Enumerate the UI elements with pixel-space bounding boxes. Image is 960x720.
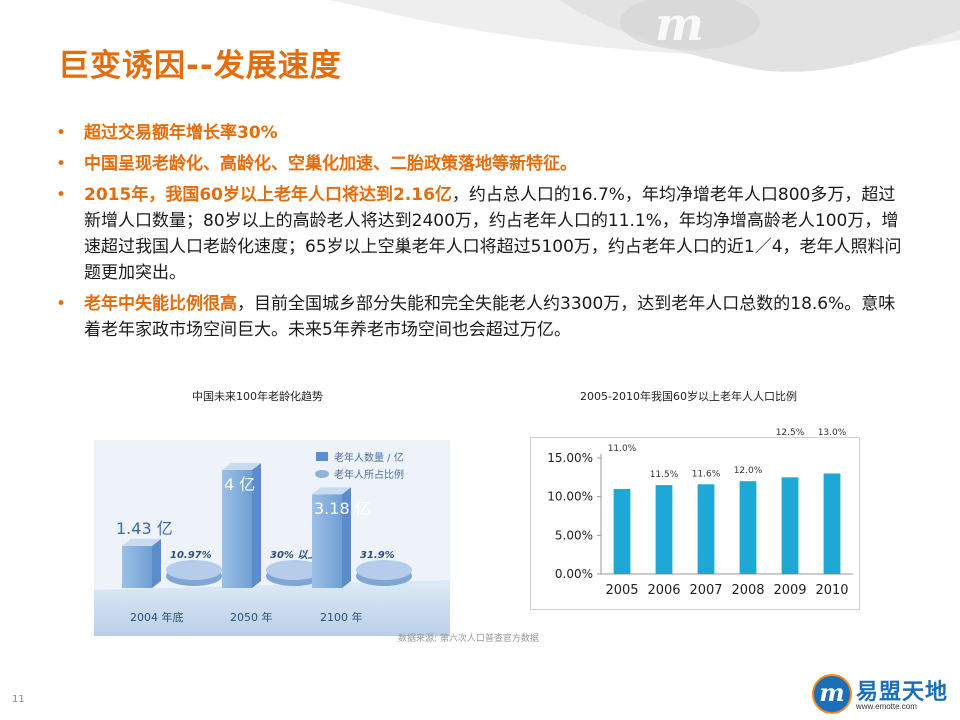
x-tick-label: 2007 bbox=[689, 583, 722, 598]
right-chart-caption: 2005-2010年我国60岁以上老年人人口比例 bbox=[580, 390, 797, 403]
year-label: 2004 年底 bbox=[130, 610, 184, 624]
ratio-disk bbox=[356, 560, 412, 580]
data-bar bbox=[655, 485, 673, 574]
count-label: 3.18 亿 bbox=[314, 499, 371, 518]
bullet-list: • 超过交易额年增长率30% • 中国呈现老龄化、高龄化、空巢化加速、二胎政策落… bbox=[54, 120, 904, 348]
source-note: 数据来源: 第六次人口普查官方数据 bbox=[398, 634, 539, 644]
logo-url: www.emotte.com bbox=[856, 702, 917, 711]
count-label: 1.43 亿 bbox=[116, 519, 173, 538]
page-title: 巨变诱因--发展速度 bbox=[58, 48, 342, 84]
bullet-text: ，目前全国城乡部分失能和完全失能老人约3300万，达到老年人口总数的18.6%。… bbox=[84, 294, 896, 340]
year-label: 2050 年 bbox=[230, 610, 273, 624]
ratio-label: 31.9% bbox=[360, 550, 395, 561]
bullet-highlight: 中国呈现老龄化、高龄化、空巢化加速、二胎政策落地等新特征。 bbox=[84, 154, 577, 174]
count-bar-side bbox=[252, 463, 261, 588]
logo-name: 易盟天地 bbox=[856, 680, 949, 705]
y-tick-label: 15.00% bbox=[547, 451, 593, 465]
data-bar bbox=[739, 481, 757, 574]
count-bar-top bbox=[222, 463, 261, 470]
y-tick-label: 0.00% bbox=[555, 567, 593, 581]
x-tick-label: 2006 bbox=[647, 583, 680, 598]
x-tick-label: 2008 bbox=[731, 583, 764, 598]
infographic-floor bbox=[94, 580, 450, 636]
elderly-ratio-bar-chart: 0.00% 5.00% 10.00% 15.00% 2005 11.0% 2006 11.5%… bbox=[547, 428, 853, 598]
bullet-item: • 中国呈现老龄化、高龄化、空巢化加速、二胎政策落地等新特征。 bbox=[54, 151, 904, 177]
count-bar-side bbox=[152, 538, 161, 588]
bullet-highlight: 超过交易额年增长率30% bbox=[84, 123, 278, 143]
y-tick-label: 5.00% bbox=[555, 528, 593, 542]
left-chart-caption: 中国未来100年老龄化趋势 bbox=[192, 390, 323, 403]
count-bar bbox=[312, 494, 342, 588]
ratio-label: 10.97% bbox=[170, 550, 212, 561]
bullet-dot-icon: • bbox=[56, 123, 67, 143]
bullet-highlight: 老年中失能比例很高 bbox=[84, 294, 237, 314]
bullet-item: • 超过交易额年增长率30% bbox=[54, 120, 904, 146]
data-bar bbox=[823, 473, 841, 574]
data-label: 11.0% bbox=[608, 444, 637, 454]
data-bar bbox=[697, 484, 715, 574]
legend-swatch-ratio bbox=[315, 470, 329, 478]
count-label: 4 亿 bbox=[224, 475, 255, 494]
elderly-ratio-chart-frame: 0.00% 5.00% 10.00% 15.00% 2005 11.0% 2006 11.5%… bbox=[530, 428, 860, 610]
bullet-dot-icon: • bbox=[56, 185, 67, 205]
x-tick-label: 2010 bbox=[815, 583, 848, 598]
bullet-text: ，约占总人口的16.7%，年均净增老年人口800多万，超过新增人口数量；80岁以… bbox=[84, 185, 902, 283]
legend-swatch-count bbox=[316, 452, 328, 461]
logo-mark: m bbox=[812, 674, 852, 714]
company-logo: m 易盟天地 www.emotte.com bbox=[808, 672, 956, 716]
count-bar-top bbox=[312, 487, 351, 495]
data-label: 11.6% bbox=[692, 469, 721, 479]
legend-label-count: 老年人数量 / 亿 bbox=[334, 451, 404, 464]
bullet-highlight: 2015年，我国60岁以上老年人口将达到2.16亿 bbox=[84, 185, 452, 205]
bullet-item: • 2015年，我国60岁以上老年人口将达到2.16亿，约占总人口的16.7%，… bbox=[54, 182, 904, 286]
bullet-dot-icon: • bbox=[56, 154, 67, 174]
count-bar bbox=[222, 470, 252, 588]
page-number: 11 bbox=[12, 694, 25, 705]
count-bar-top bbox=[122, 538, 161, 546]
data-bar bbox=[613, 488, 631, 574]
y-tick-label: 10.00% bbox=[547, 490, 593, 504]
data-label: 13.0% bbox=[818, 428, 847, 438]
x-tick-label: 2005 bbox=[605, 583, 638, 598]
count-bar-side bbox=[342, 487, 351, 588]
svg-text:m: m bbox=[655, 0, 704, 51]
data-label: 11.5% bbox=[650, 470, 679, 480]
aging-trend-infographic: 老年人数量 / 亿 老年人所占比例 1.43 亿 10.97% 2004 年底 4 亿… bbox=[94, 440, 450, 636]
x-tick-label: 2009 bbox=[773, 583, 806, 598]
count-bar bbox=[122, 545, 152, 588]
legend-label-ratio: 老年人所占比例 bbox=[334, 468, 404, 481]
bullet-item: • 老年中失能比例很高，目前全国城乡部分失能和完全失能老人约3300万，达到老年… bbox=[54, 291, 904, 343]
ratio-label: 30% 以上 bbox=[270, 549, 318, 561]
ratio-disk bbox=[166, 560, 222, 580]
data-label: 12.0% bbox=[734, 466, 763, 476]
data-bar bbox=[781, 477, 799, 574]
year-label: 2100 年 bbox=[320, 610, 363, 624]
bullet-dot-icon: • bbox=[56, 294, 67, 314]
data-label: 12.5% bbox=[776, 428, 805, 438]
ratio-disk bbox=[266, 560, 322, 580]
